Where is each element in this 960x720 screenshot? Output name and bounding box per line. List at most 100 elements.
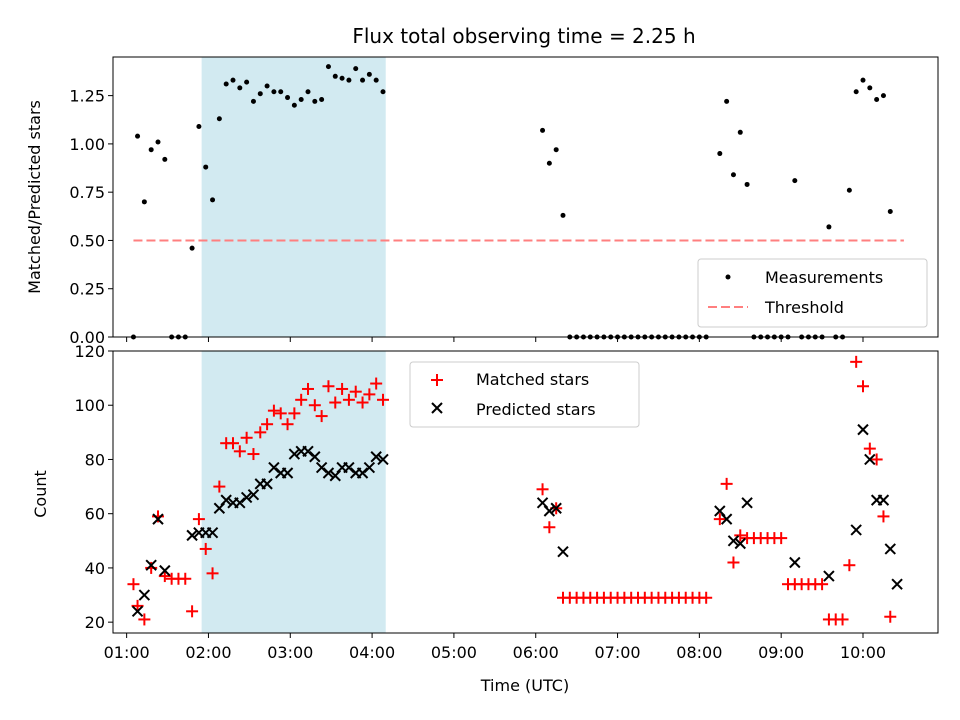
matched-star-point: [145, 561, 158, 574]
predicted-star-point: [247, 489, 260, 501]
legend-matched-label: Matched stars: [476, 370, 589, 389]
x-tick-label: 07:00: [594, 643, 640, 662]
y-tick-label: 1.00: [69, 135, 105, 154]
measurement-point: [546, 160, 552, 166]
predicted-star-point: [864, 453, 876, 466]
measurement-point: [141, 199, 147, 205]
bottom-legend: Matched stars Predicted stars: [409, 361, 640, 428]
x-tick-label: 06:00: [513, 643, 559, 662]
measurement-point: [353, 66, 359, 72]
predicted-star-point: [857, 423, 869, 436]
matched-star-point: [138, 613, 151, 626]
matched-star-point: [131, 599, 144, 612]
predicted-star-point: [281, 467, 294, 479]
bottom-y-axis-label: Count: [31, 470, 50, 518]
top-x-ticks: [126, 337, 864, 342]
predicted-star-point: [220, 494, 232, 506]
y-tick-label: 40: [85, 559, 105, 578]
measurement-point: [319, 96, 325, 102]
predicted-star-point: [741, 497, 753, 509]
matched-star-point: [850, 355, 863, 368]
matched-star-point: [315, 410, 328, 423]
matched-star-point: [816, 578, 829, 591]
y-tick-label: 20: [85, 613, 105, 632]
matched-star-point: [295, 393, 308, 406]
measurement-point: [298, 96, 304, 102]
measurement-point: [730, 172, 736, 178]
measurement-point: [724, 98, 730, 104]
measurement-point: [244, 79, 250, 85]
measurement-point: [553, 147, 559, 153]
legend-threshold-label: Threshold: [764, 298, 844, 317]
matched-star-point: [227, 437, 239, 450]
predicted-star-point: [322, 467, 335, 479]
bottom-panel: 20 40 60 80 100 120 01:00 02:00 03:00 04:00 05:00…: [31, 342, 939, 695]
matched-star-point: [843, 559, 856, 572]
matched-star-point: [536, 483, 549, 496]
measurement-point: [325, 64, 331, 70]
matched-star-point: [342, 393, 355, 406]
top-y-ticks: 0.00 0.25 0.50 0.75 1.00 1.25: [69, 87, 113, 347]
predicted-star-point: [138, 589, 151, 601]
matched-star-point: [370, 377, 383, 390]
predicted-star-point: [377, 453, 389, 466]
x-tick-label: 01:00: [104, 643, 150, 662]
top-y-axis-label: Matched/Predicted stars: [25, 100, 44, 294]
matched-star-point: [857, 380, 869, 393]
matched-star-point: [152, 510, 164, 523]
y-tick-label: 0.25: [69, 280, 105, 299]
measurement-point: [135, 133, 141, 139]
measurement-point: [717, 151, 723, 157]
measurement-point: [285, 95, 291, 101]
predicted-star-point: [789, 556, 801, 569]
predicted-star-point: [159, 564, 171, 577]
matched-star-point: [233, 445, 246, 458]
predicted-star-point: [557, 545, 569, 558]
measurement-point: [155, 139, 161, 145]
legend-predicted-marker: [431, 402, 443, 414]
predicted-star-point: [850, 524, 862, 536]
predicted-star-point: [370, 451, 382, 463]
measurement-point: [792, 178, 798, 184]
measurement-point: [339, 75, 345, 81]
matched-star-point: [179, 572, 192, 585]
measurement-point: [826, 224, 832, 230]
measurement-point: [332, 73, 338, 79]
bottom-shaded-span: [201, 351, 386, 633]
measurement-point: [278, 89, 284, 95]
measurement-point: [237, 85, 243, 91]
top-axes-frame: [112, 56, 939, 338]
x-tick-label: 09:00: [758, 643, 804, 662]
matched-star-point: [281, 418, 294, 431]
x-tick-label: 08:00: [676, 643, 722, 662]
matched-star-point: [870, 453, 883, 466]
measurement-point: [346, 77, 352, 83]
bottom-x-ticks: 01:00 02:00 03:00 04:00 05:00 06:00 07:00 08:00…: [104, 633, 886, 662]
predicted-star-point: [550, 502, 562, 514]
measurement-point: [540, 127, 546, 133]
matched-star-point: [700, 591, 713, 604]
matched-star-point: [302, 382, 314, 395]
y-tick-label: 120: [74, 342, 105, 361]
predicted-star-point: [288, 448, 301, 460]
measurement-point: [366, 71, 372, 77]
top-legend: Measurements Threshold: [697, 258, 928, 328]
legend-measurements-marker: [725, 274, 731, 280]
measurement-point: [250, 98, 256, 104]
matched-star-point: [720, 477, 733, 490]
y-tick-label: 0.00: [69, 328, 105, 347]
legend-matched-marker: [431, 374, 443, 386]
matched-star-point: [329, 396, 342, 409]
measurement-point: [380, 89, 386, 95]
measurement-point: [312, 98, 318, 104]
predicted-star-point: [206, 526, 219, 539]
y-tick-label: 1.25: [69, 87, 105, 106]
legend-measurements-label: Measurements: [765, 268, 883, 287]
matched-star-point: [713, 513, 726, 526]
matched-star-point: [206, 567, 219, 580]
x-tick-label: 05:00: [431, 643, 477, 662]
measurement-point: [291, 102, 297, 108]
x-tick-label: 02:00: [185, 643, 231, 662]
predicted-star-point: [727, 535, 740, 547]
